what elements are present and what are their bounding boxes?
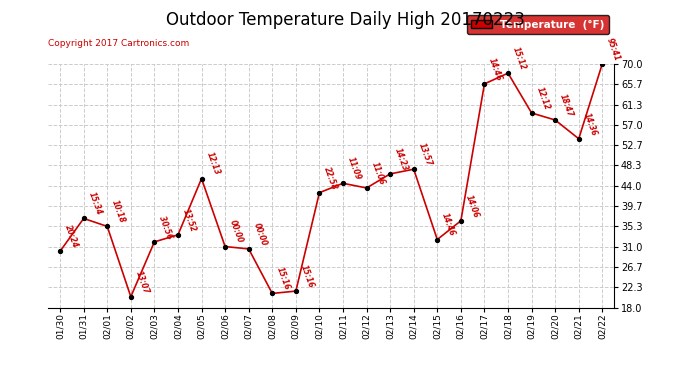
Text: 14:36: 14:36 [582, 111, 598, 137]
Text: 10:18: 10:18 [110, 199, 127, 225]
Text: 14:06: 14:06 [464, 193, 480, 219]
Text: 95:41: 95:41 [605, 36, 622, 62]
Text: 30:56: 30:56 [157, 214, 174, 240]
Point [597, 61, 608, 67]
Point [78, 215, 89, 221]
Text: 18:47: 18:47 [558, 93, 575, 118]
Text: 11:09: 11:09 [346, 156, 362, 182]
Point [101, 224, 112, 230]
Point [455, 218, 466, 224]
Text: Outdoor Temperature Daily High 20170223: Outdoor Temperature Daily High 20170223 [166, 11, 524, 29]
Point [196, 176, 207, 181]
Text: 12:12: 12:12 [535, 86, 551, 111]
Text: 00:00: 00:00 [252, 221, 268, 247]
Text: 14:46: 14:46 [487, 56, 504, 82]
Point [243, 246, 254, 252]
Point [337, 180, 348, 186]
Text: 15:16: 15:16 [299, 264, 315, 289]
Text: 00:00: 00:00 [228, 219, 245, 245]
Text: 15:16: 15:16 [275, 266, 292, 292]
Point [479, 81, 490, 87]
Point [550, 117, 561, 123]
Point [432, 237, 443, 243]
Point [573, 136, 584, 142]
Text: 15:12: 15:12 [511, 46, 528, 71]
Text: 13:52: 13:52 [181, 207, 197, 233]
Text: 22:58: 22:58 [322, 165, 339, 191]
Point [384, 171, 395, 177]
Point [408, 166, 420, 172]
Point [314, 190, 325, 196]
Text: 20:24: 20:24 [63, 224, 79, 249]
Text: 13:57: 13:57 [417, 142, 433, 167]
Point [219, 244, 230, 250]
Point [149, 239, 160, 245]
Text: 15:34: 15:34 [86, 191, 104, 217]
Point [172, 232, 184, 238]
Text: 14:46: 14:46 [440, 212, 457, 238]
Point [290, 288, 302, 294]
Point [267, 290, 278, 296]
Point [526, 110, 537, 116]
Text: 12:13: 12:13 [204, 151, 221, 177]
Text: Copyright 2017 Cartronics.com: Copyright 2017 Cartronics.com [48, 39, 190, 48]
Point [55, 248, 66, 254]
Text: 14:23: 14:23 [393, 146, 410, 172]
Text: 11:06: 11:06 [369, 160, 386, 186]
Legend: Temperature  (°F): Temperature (°F) [467, 15, 609, 34]
Point [126, 294, 137, 300]
Point [361, 185, 372, 191]
Text: 13:07: 13:07 [134, 269, 150, 295]
Point [502, 70, 513, 76]
